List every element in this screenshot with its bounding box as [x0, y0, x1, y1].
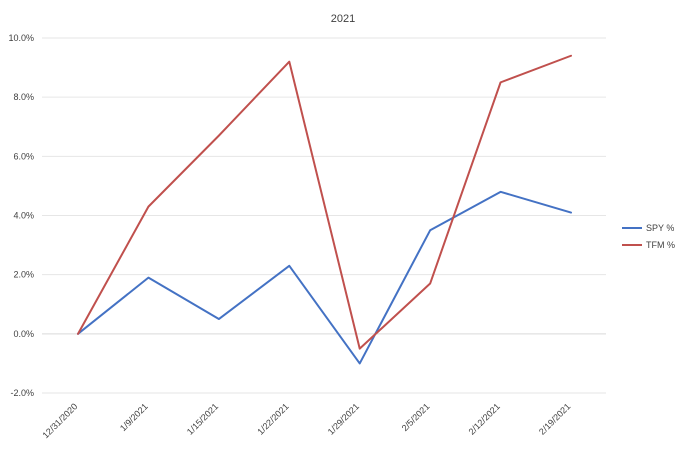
- x-tick-label: 12/31/2020: [40, 401, 79, 440]
- y-tick-label: 0.0%: [13, 329, 34, 339]
- y-tick-label: 8.0%: [13, 92, 34, 102]
- y-tick-label: 6.0%: [13, 151, 34, 161]
- x-axis-tick-labels: 12/31/2020 1/9/2021 1/15/2021 1/22/2021 1/29…: [40, 401, 572, 440]
- y-axis-tick-labels: -2.0% 0.0% 2.0% 4.0% 6.0% 8.0% 10.0%: [8, 33, 34, 398]
- y-tick-label: 10.0%: [8, 33, 34, 43]
- x-tick-label: 2/12/2021: [467, 401, 502, 436]
- series-line-spy: [77, 190, 572, 365]
- y-tick-label: 2.0%: [13, 270, 34, 280]
- chart-title: 2021: [331, 13, 355, 25]
- y-tick-label: 4.0%: [13, 211, 34, 221]
- y-tick-label: -2.0%: [10, 388, 34, 398]
- x-tick-label: 2/19/2021: [537, 401, 572, 436]
- x-tick-label: 1/9/2021: [118, 401, 150, 433]
- legend-label: SPY %: [646, 223, 674, 233]
- series-line-tfm: [77, 54, 572, 350]
- legend-label: TFM %: [646, 240, 675, 250]
- gridlines: [42, 37, 606, 394]
- series-lines: [77, 54, 572, 365]
- x-tick-label: 1/22/2021: [255, 401, 290, 436]
- x-tick-label: 1/29/2021: [326, 401, 361, 436]
- x-tick-label: 1/15/2021: [185, 401, 220, 436]
- legend: SPY % TFM %: [622, 223, 675, 250]
- x-tick-label: 2/5/2021: [400, 401, 432, 433]
